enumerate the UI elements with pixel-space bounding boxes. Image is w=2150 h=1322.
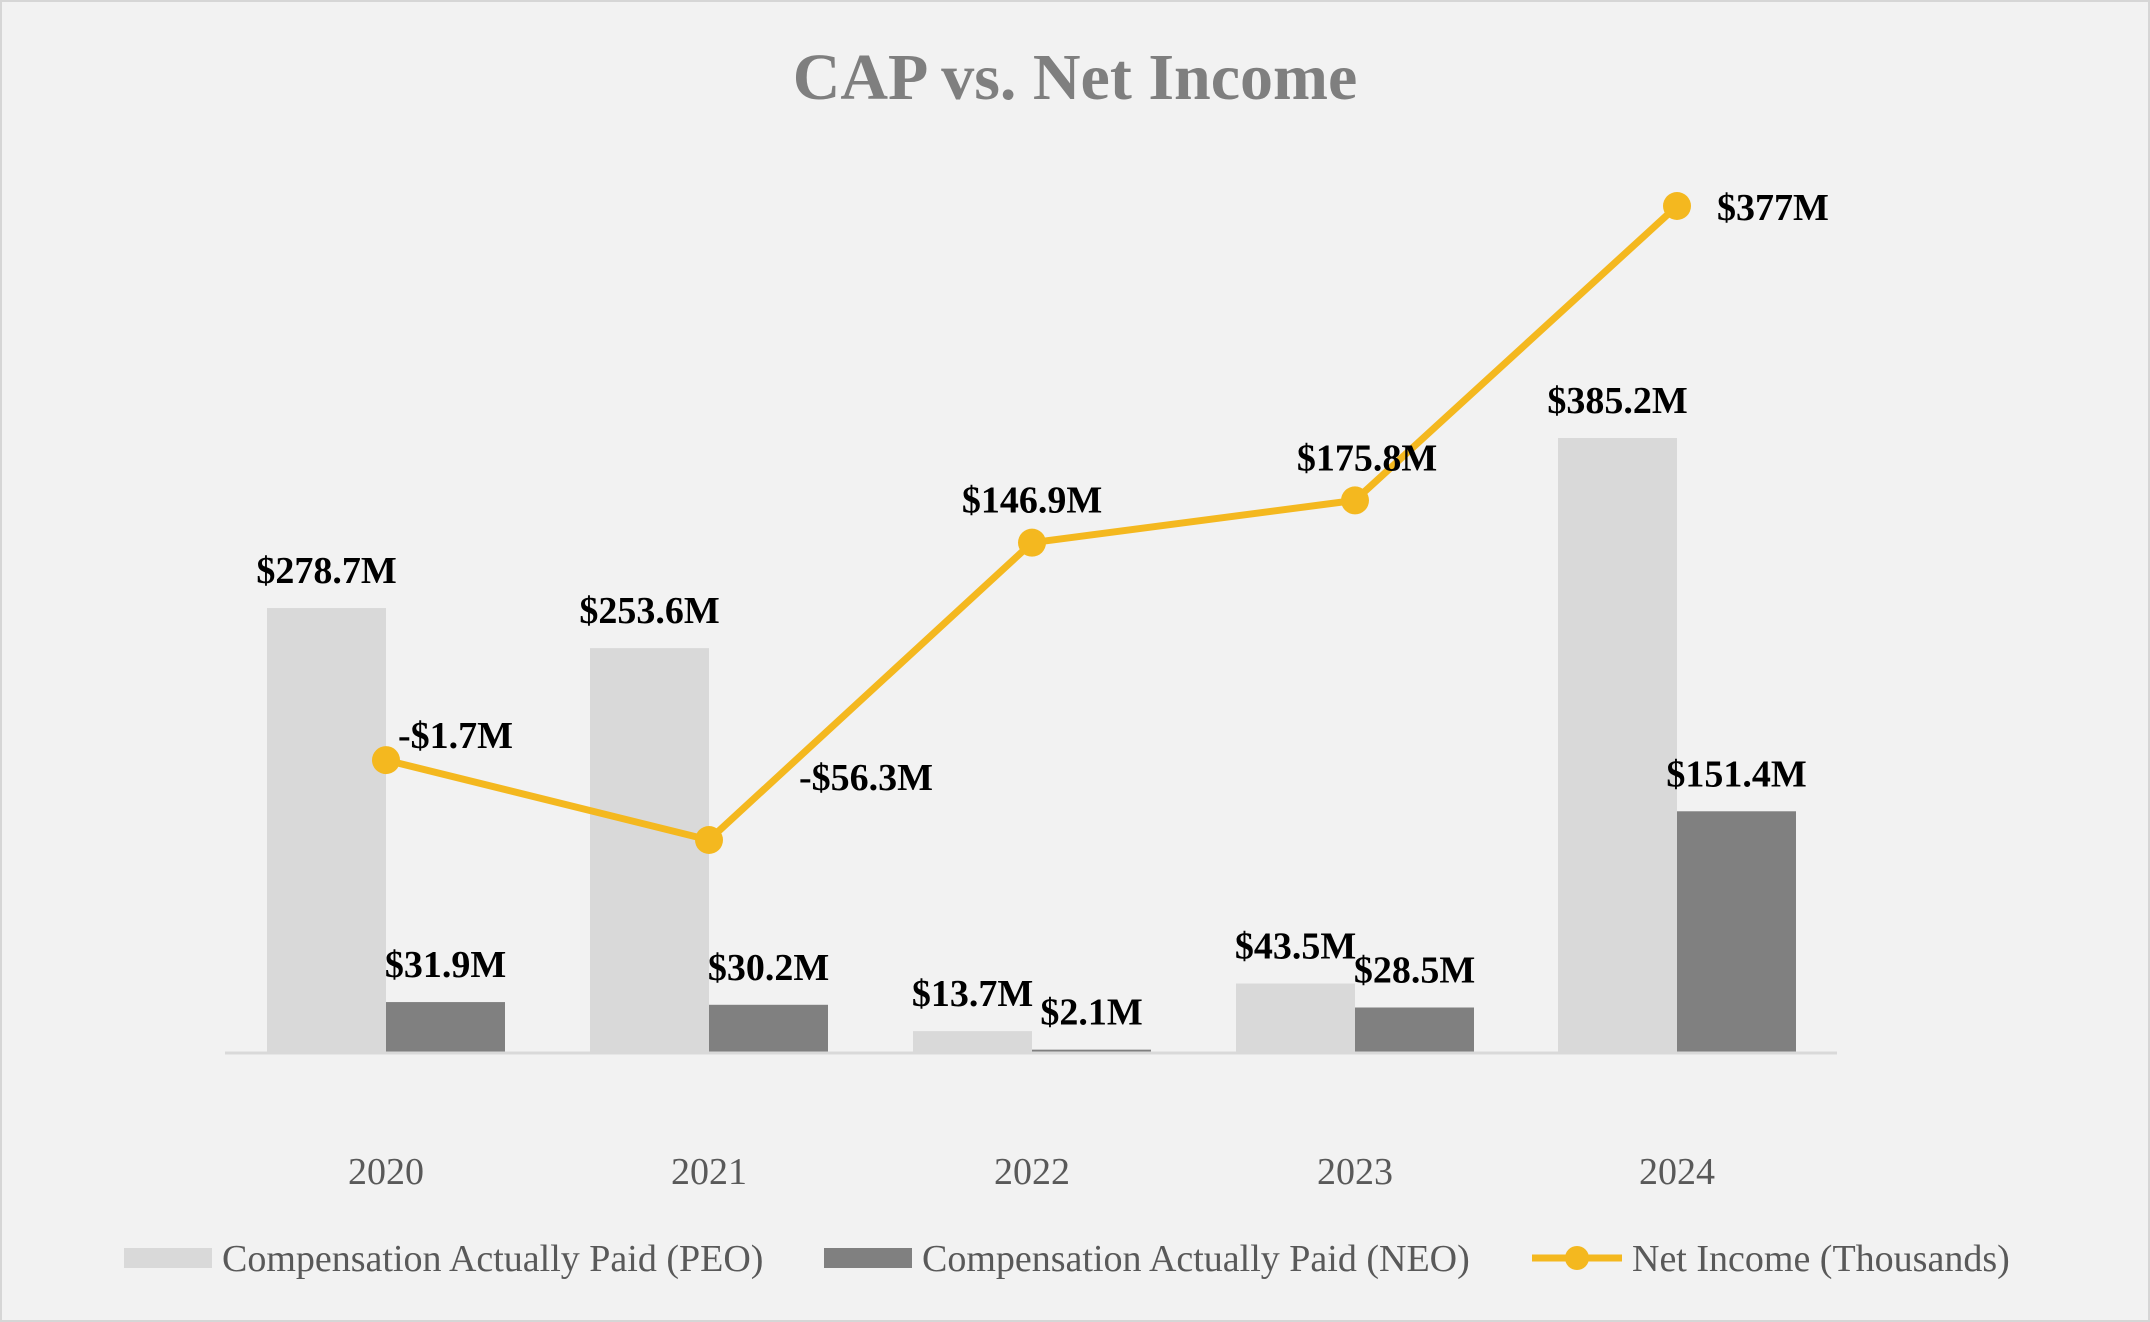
net-income-line: [385, 203, 1680, 844]
bar-neo-2024: [1677, 811, 1796, 1053]
label-net-income-2024: $377M: [1717, 187, 1829, 229]
net-income-line-layer: [372, 192, 1691, 854]
bar-neo-2022: [1032, 1049, 1151, 1053]
bar-peo-2020: [267, 608, 386, 1053]
tick-label-2021: 2021: [671, 1151, 747, 1193]
legend-swatch-peo: [124, 1248, 212, 1268]
label-neo-2024: $151.4M: [1666, 753, 1806, 795]
label-net-income-2020: -$1.7M: [398, 715, 513, 757]
legend-label-peo: Compensation Actually Paid (PEO): [222, 1238, 763, 1280]
bar-peo-2023: [1236, 983, 1355, 1053]
legend-label-neo: Compensation Actually Paid (NEO): [922, 1238, 1470, 1280]
legend: Compensation Actually Paid (PEO) Compensa…: [124, 1238, 2010, 1280]
net-income-point-2020: [372, 746, 400, 775]
bar-peo-2021: [590, 648, 709, 1053]
label-peo-2024: $385.2M: [1547, 380, 1687, 422]
label-peo-2022: $13.7M: [912, 973, 1033, 1015]
label-neo-2020: $31.9M: [385, 944, 506, 986]
legend-label-net-income: Net Income (Thousands): [1632, 1238, 2010, 1280]
x-axis-ticks: 2020 2021 2022 2023 2024: [348, 1151, 1715, 1193]
bars-layer: [267, 438, 1796, 1053]
data-labels-layer: $278.7M $31.9M $253.6M $30.2M $13.7M $2.1M $43…: [256, 187, 1829, 1034]
tick-label-2020: 2020: [348, 1151, 424, 1193]
label-neo-2022: $2.1M: [1040, 992, 1142, 1034]
tick-label-2024: 2024: [1639, 1151, 1715, 1193]
legend-swatch-net-income-marker: [1565, 1246, 1589, 1270]
net-income-point-2024: [1663, 192, 1691, 220]
label-net-income-2022: $146.9M: [962, 480, 1102, 522]
label-neo-2021: $30.2M: [708, 947, 829, 989]
bar-neo-2023: [1355, 1007, 1474, 1053]
label-peo-2021: $253.6M: [579, 590, 719, 632]
label-neo-2023: $28.5M: [1354, 949, 1475, 991]
net-income-point-2022: [1018, 528, 1046, 557]
bar-neo-2021: [709, 1004, 828, 1053]
net-income-point-2021: [695, 826, 723, 854]
bar-neo-2020: [386, 1002, 505, 1053]
label-peo-2023: $43.5M: [1235, 926, 1356, 968]
net-income-point-2023: [1341, 486, 1369, 515]
bar-peo-2024: [1558, 438, 1677, 1053]
tick-label-2023: 2023: [1317, 1151, 1393, 1193]
label-peo-2020: $278.7M: [256, 550, 396, 592]
label-net-income-2021: -$56.3M: [799, 757, 933, 799]
label-net-income-2023: $175.8M: [1297, 437, 1437, 479]
tick-label-2022: 2022: [994, 1151, 1070, 1193]
bar-peo-2022: [913, 1031, 1032, 1053]
legend-swatch-neo: [824, 1248, 912, 1268]
chart-title: CAP vs. Net Income: [793, 41, 1358, 114]
